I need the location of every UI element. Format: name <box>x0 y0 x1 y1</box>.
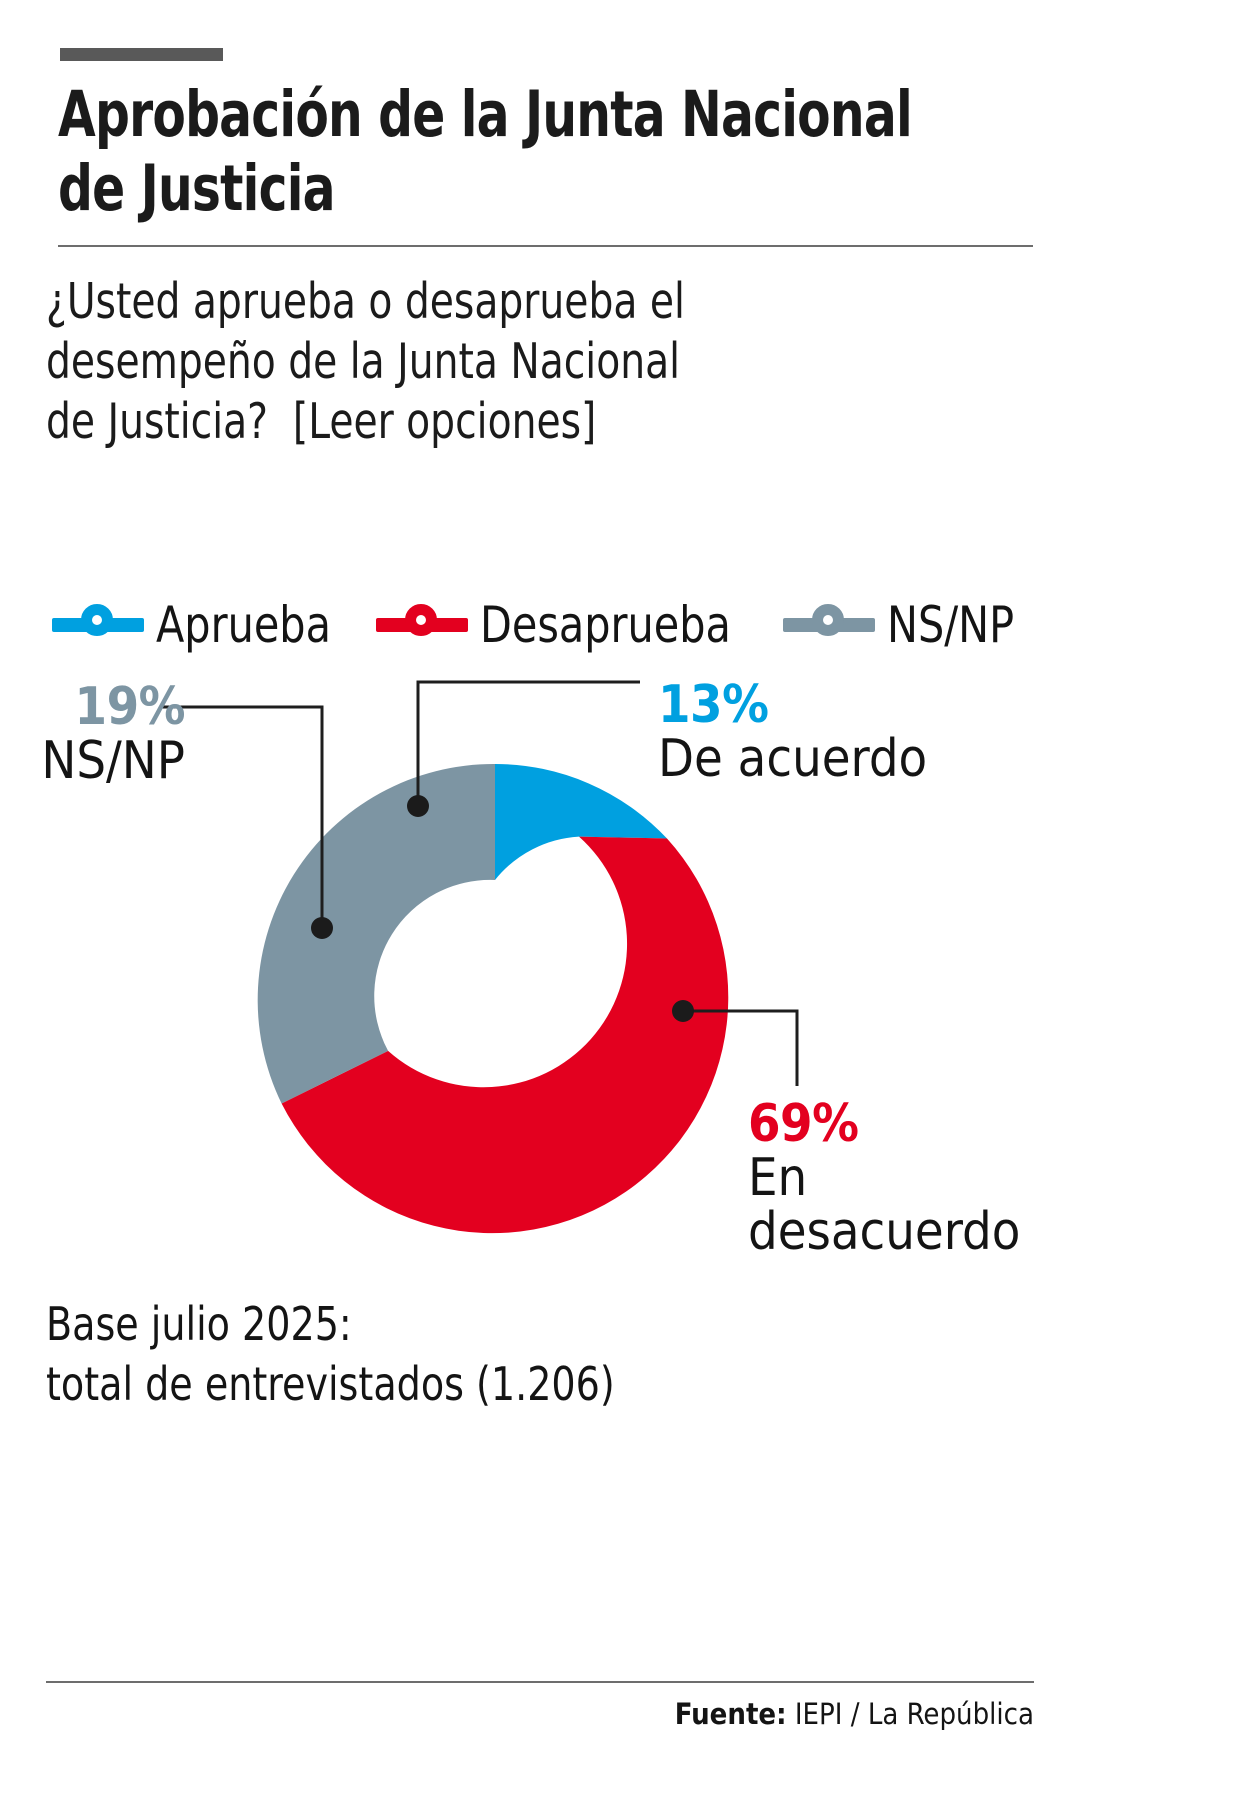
donut-slice-nsnp[interactable] <box>257 763 495 1104</box>
callout-desaprueba: 69% En desacuerdo <box>748 1097 1048 1259</box>
legend-item-desaprueba[interactable]: Desaprueba <box>376 600 753 650</box>
question-text: ¿Usted aprueba o desaprueba el desempeño… <box>46 273 685 450</box>
footer-divider <box>46 1681 1034 1683</box>
leader-line-nsnp <box>160 705 333 939</box>
source-label: Fuente: <box>674 1697 787 1731</box>
callout-aprueba-label: De acuerdo <box>658 729 928 790</box>
legend-label-desaprueba: Desaprueba <box>480 596 732 654</box>
leader-line-aprueba <box>407 680 640 817</box>
legend-item-nsnp[interactable]: NS/NP <box>782 596 1025 654</box>
donut-slice-desaprueba[interactable] <box>281 836 729 1234</box>
chart-legend: Aprueba Desaprueba NS/NP <box>52 600 1052 650</box>
title-divider <box>58 245 1033 247</box>
donut-slice-aprueba[interactable] <box>495 764 667 880</box>
donut-marker-icon <box>782 604 875 646</box>
legend-label-aprueba: Aprueba <box>156 596 331 654</box>
callout-aprueba: 13% De acuerdo <box>658 678 927 786</box>
leader-line-desaprueba <box>672 1000 799 1086</box>
donut-marker-icon <box>376 604 469 646</box>
donut-chart-svg <box>160 680 799 1234</box>
callout-nsnp-value: 19% <box>74 677 186 737</box>
callout-aprueba-value: 13% <box>658 675 769 735</box>
legend-label-nsnp: NS/NP <box>886 596 1014 654</box>
base-note: Base julio 2025: total de entrevistados … <box>46 1297 615 1411</box>
callout-nsnp-label: NS/NP <box>41 731 185 792</box>
callout-desaprueba-value: 69% <box>748 1094 859 1154</box>
callout-nsnp: 19% NS/NP <box>40 680 185 788</box>
legend-item-aprueba[interactable]: Aprueba <box>52 600 346 650</box>
callout-desaprueba-label: En desacuerdo <box>748 1148 1021 1263</box>
donut-marker-icon <box>52 604 144 646</box>
donut-chart <box>0 640 1250 1300</box>
source-footer: Fuente: IEPI / La República <box>675 1697 1034 1731</box>
page-title: Aprobación de la Junta Nacional de Justi… <box>58 78 913 226</box>
top-accent-bar <box>60 48 223 61</box>
source-value: IEPI / La República <box>794 1697 1034 1731</box>
